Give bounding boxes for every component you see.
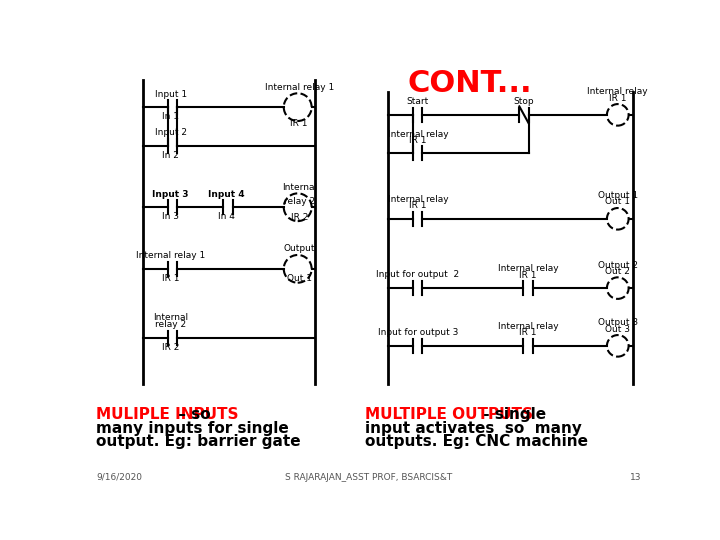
Text: Internal relay 1: Internal relay 1 xyxy=(265,83,334,92)
Text: IR 2: IR 2 xyxy=(162,343,179,352)
Text: MULIPLE INPUTS: MULIPLE INPUTS xyxy=(96,407,239,422)
Text: IR 1: IR 1 xyxy=(409,201,426,211)
Text: Input 1: Input 1 xyxy=(155,90,186,99)
Text: Input for output 3: Input for output 3 xyxy=(377,328,458,336)
Text: In 3: In 3 xyxy=(162,212,179,221)
Text: Start: Start xyxy=(407,97,429,106)
Text: IR 1: IR 1 xyxy=(519,271,536,280)
Text: Out 1: Out 1 xyxy=(606,198,630,206)
Text: - single: - single xyxy=(477,407,546,422)
Text: Internal relay: Internal relay xyxy=(387,195,448,204)
Text: Internal relay: Internal relay xyxy=(588,87,648,96)
Text: IR 1: IR 1 xyxy=(162,274,179,283)
Text: Internal relay 1: Internal relay 1 xyxy=(136,252,205,260)
Text: output. Eg: barrier gate: output. Eg: barrier gate xyxy=(96,434,301,449)
Text: Input 2: Input 2 xyxy=(155,128,186,137)
Text: Input 3: Input 3 xyxy=(153,190,189,199)
Text: Out 2: Out 2 xyxy=(606,267,630,276)
Text: 9/16/2020: 9/16/2020 xyxy=(96,473,142,482)
Text: relay 2: relay 2 xyxy=(155,320,186,329)
Text: Output 3: Output 3 xyxy=(598,319,638,327)
Text: IR 1: IR 1 xyxy=(409,136,426,145)
Text: Output: Output xyxy=(284,245,315,253)
Text: Output 2: Output 2 xyxy=(598,261,638,269)
Text: Input for output  2: Input for output 2 xyxy=(377,270,459,279)
Text: relay 2: relay 2 xyxy=(284,197,315,206)
Text: Out 3: Out 3 xyxy=(606,325,630,334)
Text: Out 1: Out 1 xyxy=(287,274,312,284)
Text: In 1: In 1 xyxy=(162,112,179,121)
Text: Internal relay: Internal relay xyxy=(498,322,558,331)
Text: IR 1: IR 1 xyxy=(519,328,536,338)
Text: CONT...: CONT... xyxy=(408,69,532,98)
Text: 13: 13 xyxy=(630,473,642,482)
Text: outputs. Eg: CNC machine: outputs. Eg: CNC machine xyxy=(365,434,588,449)
Text: IR 1: IR 1 xyxy=(290,119,308,128)
Text: Input 4: Input 4 xyxy=(208,190,245,199)
Text: many inputs for single: many inputs for single xyxy=(96,421,289,436)
Text: Internal: Internal xyxy=(153,313,188,322)
Text: Output 1: Output 1 xyxy=(598,191,638,200)
Text: – so: – so xyxy=(173,407,210,422)
Text: Internal relay: Internal relay xyxy=(498,265,558,273)
Text: Internal: Internal xyxy=(282,183,317,192)
Text: IR 2: IR 2 xyxy=(291,213,308,222)
Text: Stop: Stop xyxy=(513,97,534,106)
Text: In 2: In 2 xyxy=(162,151,179,159)
Text: input activates  so  many: input activates so many xyxy=(365,421,582,436)
Text: In 4: In 4 xyxy=(218,212,235,221)
Text: S RAJARAJAN_ASST PROF, BSARCIS&T: S RAJARAJAN_ASST PROF, BSARCIS&T xyxy=(285,473,453,482)
Text: IR 1: IR 1 xyxy=(609,93,626,103)
Text: Internal relay: Internal relay xyxy=(387,130,448,139)
Text: MULTIPLE OUTPUTS: MULTIPLE OUTPUTS xyxy=(365,407,533,422)
